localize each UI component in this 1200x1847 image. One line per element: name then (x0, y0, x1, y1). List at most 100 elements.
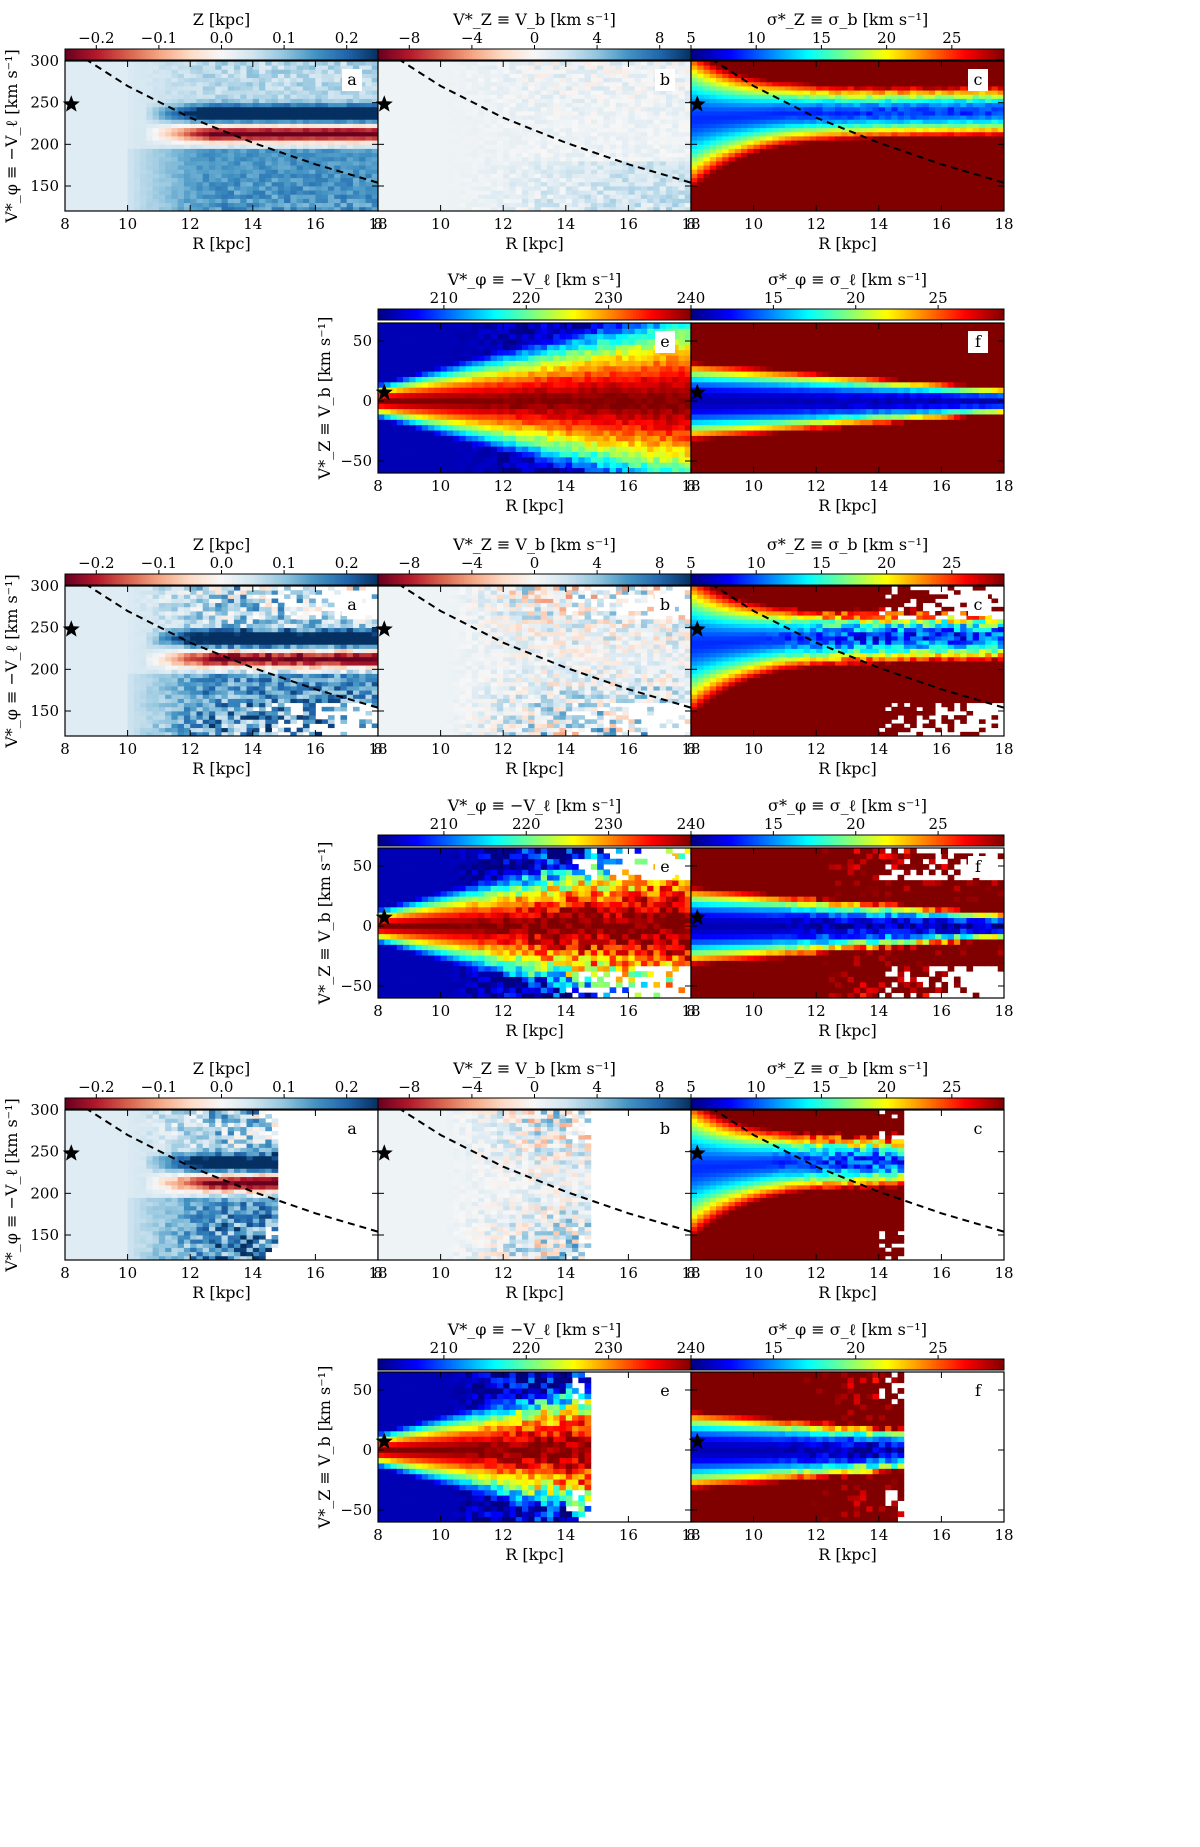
colorbar-label: σ*_φ ≡ σ_ℓ [km s⁻¹] (768, 270, 927, 289)
heatmap-cell (284, 115, 291, 120)
heatmap-cell (277, 148, 285, 154)
heatmap-cell (572, 173, 579, 179)
colorbar-swatch (688, 835, 692, 846)
colorbar-swatch (145, 1098, 149, 1109)
heatmap-cell (565, 165, 573, 170)
heatmap-cell (165, 169, 172, 174)
heatmap-cell (309, 69, 316, 74)
heatmap-cell (421, 144, 429, 149)
colorbar-swatch (993, 1359, 997, 1370)
heatmap-cell (415, 94, 423, 99)
heatmap-cell (171, 65, 179, 70)
colorbar-swatch (539, 1359, 543, 1370)
heatmap-cell (259, 61, 266, 66)
heatmap-cell (378, 144, 385, 149)
colorbar-swatch (398, 1098, 402, 1109)
heatmap-cell (352, 169, 360, 174)
colorbar-swatch (808, 835, 812, 846)
colorbar-swatch (302, 49, 306, 60)
colorbar-swatch (667, 574, 671, 585)
heatmap-cell (371, 136, 378, 141)
colorbar-swatch (388, 309, 392, 320)
heatmap-cell (108, 61, 116, 66)
colorbar-swatch (975, 1098, 979, 1109)
colorbar-swatch (453, 309, 457, 320)
colorbar-vz: −8 −4 0 4 8V*_Z ≡ V_b [km s⁻¹] (377, 535, 692, 586)
heatmap-cell (534, 194, 542, 199)
colorbar-swatch (691, 49, 695, 60)
heatmap-cell (65, 115, 72, 120)
heatmap-cell (578, 94, 585, 99)
colorbar-swatch (740, 49, 744, 60)
heatmap-cell (208, 194, 216, 199)
heatmap-cell (378, 111, 385, 116)
heatmap-cell (521, 152, 529, 158)
colorbar-swatch (766, 1359, 770, 1370)
heatmap-cell (296, 94, 304, 99)
heatmap-cell (371, 81, 378, 87)
heatmap-cell (240, 186, 247, 191)
heatmap-cell (453, 90, 460, 95)
colorbar-swatch (409, 309, 413, 320)
heatmap-cell (553, 115, 560, 120)
colorbar-swatch (443, 835, 447, 846)
heatmap-cell (428, 148, 435, 154)
heatmap-cell (578, 115, 585, 120)
heatmap-cell (365, 169, 373, 174)
colorbar-swatch (388, 1359, 392, 1370)
heatmap-cell (296, 161, 304, 166)
heatmap-cell (428, 181, 435, 187)
heatmap-cell (396, 206, 404, 211)
colorbar-swatch (685, 49, 689, 60)
heatmap-cell (102, 115, 110, 120)
colorbar-swatch (65, 49, 69, 60)
colorbar-swatch (511, 835, 515, 846)
colorbar-swatch (813, 835, 817, 846)
colorbar-swatch (761, 309, 765, 320)
heatmap-cell (503, 131, 510, 137)
colorbar-swatch (555, 309, 559, 320)
heatmap-cell (208, 136, 216, 141)
heatmap-cell (158, 111, 166, 116)
heatmap-cell (246, 69, 254, 74)
heatmap-cell (384, 194, 391, 199)
colorbar-swatch (878, 49, 882, 60)
heatmap-cell (108, 206, 116, 211)
heatmap-cell (390, 140, 398, 145)
heatmap-cell (471, 202, 479, 208)
heatmap-cell (296, 136, 304, 141)
heatmap-cell (127, 165, 135, 170)
heatmap-cell (77, 165, 85, 170)
heatmap-cell (296, 77, 304, 83)
heatmap-cell (190, 115, 197, 120)
colorbar-swatch (727, 1359, 731, 1370)
colorbar-swatch (899, 1098, 903, 1109)
heatmap-cell (434, 94, 441, 99)
colorbar-swatch (722, 1098, 726, 1109)
heatmap-cell (359, 173, 366, 179)
colorbar-swatch (706, 1098, 710, 1109)
heatmap-cell (71, 173, 78, 179)
colorbar-swatch (80, 49, 84, 60)
heatmap-cell (121, 186, 128, 191)
heatmap-cell (478, 61, 485, 66)
heatmap-cell (96, 165, 103, 170)
heatmap-cell (484, 115, 492, 120)
heatmap-cell (296, 165, 304, 170)
colorbar-swatch (383, 49, 387, 60)
heatmap-cell (465, 136, 473, 141)
heatmap-cell (572, 98, 579, 104)
heatmap-cell (252, 161, 260, 166)
heatmap-cell (540, 177, 548, 183)
heatmap-cell (234, 123, 241, 129)
heatmap-cell (503, 136, 510, 141)
heatmap-cell (309, 73, 316, 79)
heatmap-cell (77, 186, 85, 191)
heatmap-cell (271, 169, 279, 174)
colorbar-swatch (511, 49, 515, 60)
colorbar-swatch (876, 835, 880, 846)
heatmap-cell (196, 165, 204, 170)
heatmap-cell (321, 115, 329, 120)
colorbar-swatch (790, 1098, 794, 1109)
colorbar-swatch (912, 309, 916, 320)
